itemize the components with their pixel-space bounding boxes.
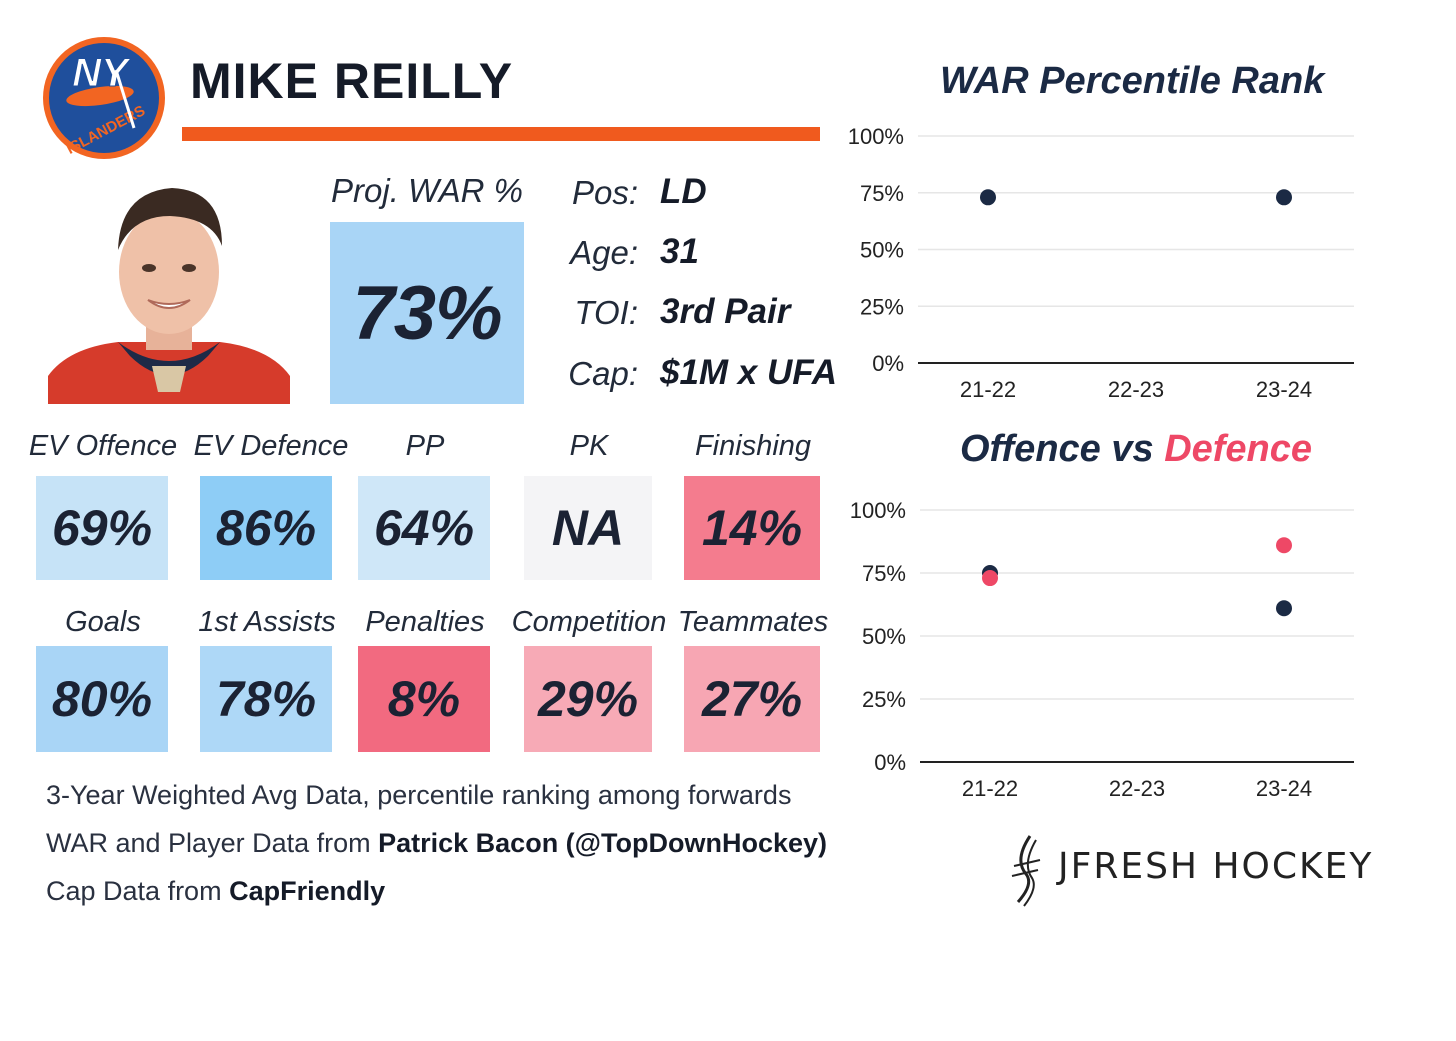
stat-value-pp: 64%	[373, 500, 475, 556]
chart1-ytick-label: 25%	[860, 294, 904, 319]
stat-value-competition: 29%	[537, 671, 639, 727]
stat-box-ev-offence: 69%	[36, 476, 168, 580]
footer-line-3-prefix: Cap Data from	[46, 876, 230, 906]
chart2-ytick-label: 50%	[862, 624, 906, 649]
age-value: 31	[660, 232, 699, 271]
stat-box-competition: 29%	[524, 646, 652, 752]
stat-value-penalties: 8%	[387, 671, 461, 727]
title-underline	[182, 127, 820, 141]
stat-value-teammates: 27%	[701, 671, 803, 727]
pos-value: LD	[660, 172, 707, 211]
stat-value-pk: NA	[551, 500, 625, 556]
chart2-xtick-label: 22-23	[1109, 776, 1165, 801]
cap-label: Cap:	[568, 355, 638, 392]
brand-logo-icon	[1011, 835, 1041, 907]
chart2-xtick-label: 21-22	[962, 776, 1018, 801]
stat-value-goals: 80%	[51, 671, 153, 727]
chart1-ytick-label: 100%	[848, 124, 904, 149]
stat-value-ev-offence: 69%	[51, 500, 153, 556]
pos-label: Pos:	[571, 174, 638, 211]
stat-label-teammates: Teammates	[677, 606, 829, 638]
stat-label-pk: PK	[569, 430, 609, 462]
chart2-point-offence	[1276, 600, 1292, 617]
cap-value: $1M x UFA	[660, 353, 837, 392]
chart-2-title: Offence vs Defence	[960, 428, 1312, 471]
brand-name: JFRESH HOCKEY	[1058, 846, 1374, 887]
stat-box-teammates: 27%	[684, 646, 820, 752]
chart2-xtick-label: 23-24	[1256, 776, 1312, 801]
chart1-xtick-label: 22-23	[1108, 377, 1164, 402]
team-logo: NY ISLANDERS	[43, 37, 165, 159]
player-name: MIKE REILLY	[190, 53, 514, 109]
chart2-point-defence	[982, 570, 998, 587]
chart1-xtick-label: 21-22	[960, 377, 1016, 402]
chart-2-title-offence: Offence	[960, 428, 1101, 470]
stat-value-finishing: 14%	[701, 500, 803, 556]
age-label: Age:	[570, 234, 638, 271]
stat-value-1st-assists: 78%	[215, 671, 317, 727]
stat-label-ev-offence: EV Offence	[28, 430, 178, 462]
footer-source-cap: CapFriendly	[229, 876, 386, 906]
stat-label-1st-assists: 1st Assists	[198, 606, 336, 638]
stat-label-goals: Goals	[65, 606, 141, 638]
stat-box-penalties: 8%	[358, 646, 490, 752]
chart-war-percentile: 0% 25% 50% 75% 100% 21-22 22-23 23-24	[848, 124, 1354, 402]
footer-line-2-prefix: WAR and Player Data from	[46, 828, 379, 858]
stat-label-pp: PP	[405, 430, 445, 462]
chart1-point	[980, 189, 996, 206]
proj-war-label: Proj. WAR %	[331, 172, 523, 209]
proj-war-box: 73%	[330, 222, 524, 404]
chart1-ytick-label: 50%	[860, 238, 904, 263]
stat-label-penalties: Penalties	[365, 606, 485, 638]
chart-offence-vs-defence: 0% 25% 50% 75% 100% 21-22 22-23 23-24	[850, 498, 1354, 801]
chart2-ytick-label: 0%	[874, 750, 906, 775]
chart1-ytick-label: 75%	[860, 181, 904, 206]
chart2-ytick-label: 75%	[862, 561, 906, 586]
chart-2-title-vs: vs	[1100, 428, 1165, 470]
chart-2-title-defence: Defence	[1164, 428, 1313, 470]
stat-box-pk: NA	[524, 476, 652, 580]
stat-box-goals: 80%	[36, 646, 168, 752]
player-photo	[48, 188, 290, 404]
toi-value: 3rd Pair	[660, 292, 791, 331]
stat-box-1st-assists: 78%	[200, 646, 332, 752]
chart2-ytick-label: 100%	[850, 498, 906, 523]
footer-source-war: Patrick Bacon (@TopDownHockey)	[378, 828, 828, 858]
footer-line-1: 3-Year Weighted Avg Data, percentile ran…	[46, 780, 792, 810]
proj-war-value: 73%	[352, 270, 502, 356]
footer-line-3: Cap Data from CapFriendly	[46, 876, 385, 907]
stat-box-ev-defence: 86%	[200, 476, 332, 580]
chart1-xtick-label: 23-24	[1256, 377, 1312, 402]
chart1-ytick-label: 0%	[872, 351, 904, 376]
toi-label: TOI:	[574, 294, 638, 331]
stat-box-pp: 64%	[358, 476, 490, 580]
stat-value-ev-defence: 86%	[215, 500, 317, 556]
chart1-point	[1276, 189, 1292, 206]
footer-line-2: WAR and Player Data from Patrick Bacon (…	[46, 828, 827, 859]
stat-label-finishing: Finishing	[694, 430, 812, 462]
stat-label-ev-defence: EV Defence	[193, 430, 349, 462]
stat-box-finishing: 14%	[684, 476, 820, 580]
chart2-ytick-label: 25%	[862, 687, 906, 712]
svg-text:NY: NY	[72, 51, 131, 95]
stat-label-competition: Competition	[511, 606, 667, 638]
chart2-point-defence	[1276, 537, 1292, 554]
chart-1-title: WAR Percentile Rank	[940, 60, 1325, 102]
